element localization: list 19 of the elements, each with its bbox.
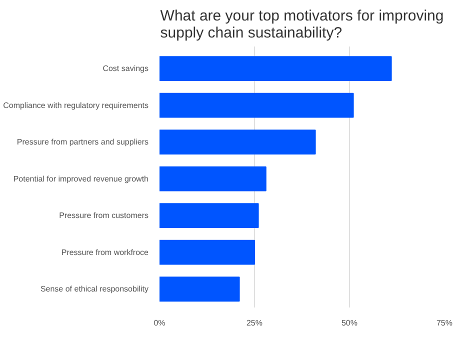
bar bbox=[160, 92, 354, 118]
x-tick-label: 50% bbox=[341, 318, 358, 328]
y-tick-label: Pressure from customers bbox=[59, 211, 149, 220]
y-tick-label: Pressure from workfroce bbox=[61, 248, 150, 257]
chart-title: What are your top motivators for improving supply chain sustainability? bbox=[160, 8, 444, 42]
bar bbox=[160, 203, 259, 228]
bar bbox=[160, 166, 266, 192]
x-tick-label: 75% bbox=[436, 318, 453, 328]
bar bbox=[160, 276, 240, 302]
x-tick-label: 25% bbox=[246, 318, 263, 328]
bar bbox=[160, 130, 316, 155]
x-tick-label: 0% bbox=[154, 318, 166, 328]
y-tick-label: Cost savings bbox=[102, 64, 148, 74]
y-tick-label: Compliance with regulatory requirements bbox=[3, 100, 149, 110]
bar bbox=[160, 240, 255, 265]
y-tick-label: Sense of ethical responsobility bbox=[40, 284, 148, 294]
y-tick-label: Pressure from partners and suppliers bbox=[16, 138, 149, 147]
y-tick-label: Potential for improved revenue growth bbox=[13, 174, 149, 184]
bar bbox=[160, 56, 392, 82]
